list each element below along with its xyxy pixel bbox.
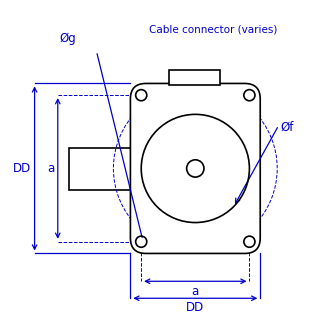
Text: a: a <box>48 162 55 175</box>
Text: Øg: Øg <box>59 32 76 45</box>
Bar <box>69 148 132 190</box>
Text: DD: DD <box>186 301 204 314</box>
FancyBboxPatch shape <box>130 83 260 253</box>
Text: Cable connector (varies): Cable connector (varies) <box>149 24 277 34</box>
Bar <box>169 70 220 85</box>
Text: a: a <box>192 285 199 298</box>
Text: Øf: Øf <box>280 120 294 133</box>
Text: DD: DD <box>13 162 31 175</box>
